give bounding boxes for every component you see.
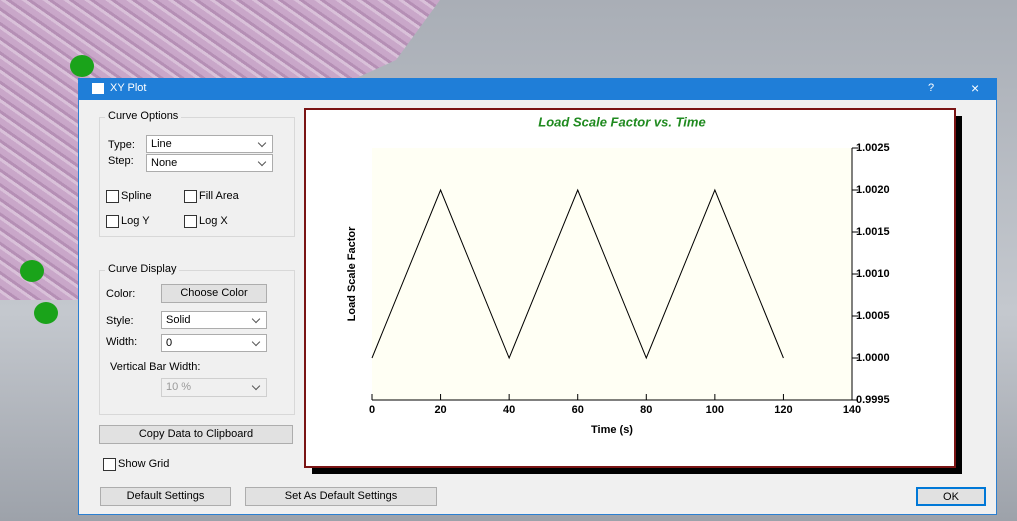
group-label: Curve Options — [105, 110, 181, 122]
x-tick-label: 120 — [774, 404, 792, 416]
checkbox[interactable] — [184, 190, 197, 203]
choose-color-button[interactable]: Choose Color — [161, 284, 267, 303]
window-icon — [92, 83, 104, 94]
help-button[interactable]: ? — [928, 82, 934, 94]
bar-width-select: 10 % — [161, 378, 267, 397]
x-tick-label: 20 — [434, 404, 446, 416]
select-value: Line — [151, 138, 172, 150]
select-value: 10 % — [166, 381, 191, 393]
checkbox-label: Fill Area — [199, 190, 239, 202]
title-bar: XY Plot ? × — [78, 78, 997, 100]
button-label: OK — [943, 491, 959, 503]
y-axis-label: Load Scale Factor — [346, 226, 358, 321]
y-tick-label: 1.0000 — [856, 352, 890, 364]
button-label: Choose Color — [180, 287, 247, 299]
checkbox-label: Log Y — [121, 215, 150, 227]
button-label: Copy Data to Clipboard — [139, 428, 253, 440]
checkbox-label: Show Grid — [118, 458, 169, 470]
x-axis-label: Time (s) — [591, 424, 633, 436]
x-tick-label: 40 — [503, 404, 515, 416]
label: Step: — [108, 155, 134, 167]
step-select[interactable]: None — [146, 154, 273, 172]
label: Vertical Bar Width: — [110, 361, 200, 373]
ok-button[interactable]: OK — [916, 487, 986, 506]
close-button[interactable]: × — [971, 80, 979, 96]
copy-button[interactable]: Copy Data to Clipboard — [99, 425, 293, 444]
y-tick-label: 1.0020 — [856, 184, 890, 196]
select-value: Solid — [166, 314, 190, 326]
checkbox[interactable] — [106, 215, 119, 228]
y-tick-label: 1.0025 — [856, 142, 890, 154]
node — [70, 55, 94, 77]
y-tick-label: 1.0015 — [856, 226, 890, 238]
x-tick-label: 80 — [640, 404, 652, 416]
chart-title: Load Scale Factor vs. Time — [538, 114, 705, 129]
y-tick-label: 1.0010 — [856, 268, 890, 280]
x-tick-label: 0 — [369, 404, 375, 416]
button-label: Default Settings — [127, 490, 205, 502]
select-value: 0 — [166, 337, 172, 349]
select-value: None — [151, 157, 177, 169]
button-label: Set As Default Settings — [285, 490, 398, 502]
checkbox[interactable] — [106, 190, 119, 203]
set-default-button[interactable]: Set As Default Settings — [245, 487, 437, 506]
x-tick-label: 60 — [572, 404, 584, 416]
x-tick-label: 140 — [843, 404, 861, 416]
label: Style: — [106, 315, 134, 327]
checkbox-label: Log X — [199, 215, 228, 227]
checkbox-label: Spline — [121, 190, 152, 202]
node — [34, 302, 58, 324]
default-settings-button[interactable]: Default Settings — [100, 487, 231, 506]
style-select[interactable]: Solid — [161, 311, 267, 329]
window-title: XY Plot — [110, 82, 147, 94]
chart: Load Scale Factor vs. Time Load Scale Fa… — [304, 108, 964, 475]
label: Width: — [106, 336, 137, 348]
node — [20, 260, 44, 282]
y-tick-label: 1.0005 — [856, 310, 890, 322]
group-label: Curve Display — [105, 263, 179, 275]
x-tick-label: 100 — [706, 404, 724, 416]
label: Color: — [106, 288, 135, 300]
checkbox[interactable] — [103, 458, 116, 471]
checkbox[interactable] — [184, 215, 197, 228]
label: Type: — [108, 139, 135, 151]
screen: XY Plot ? × Curve Options Type: Line Ste… — [0, 0, 1017, 521]
width-select[interactable]: 0 — [161, 334, 267, 352]
type-select[interactable]: Line — [146, 135, 273, 153]
